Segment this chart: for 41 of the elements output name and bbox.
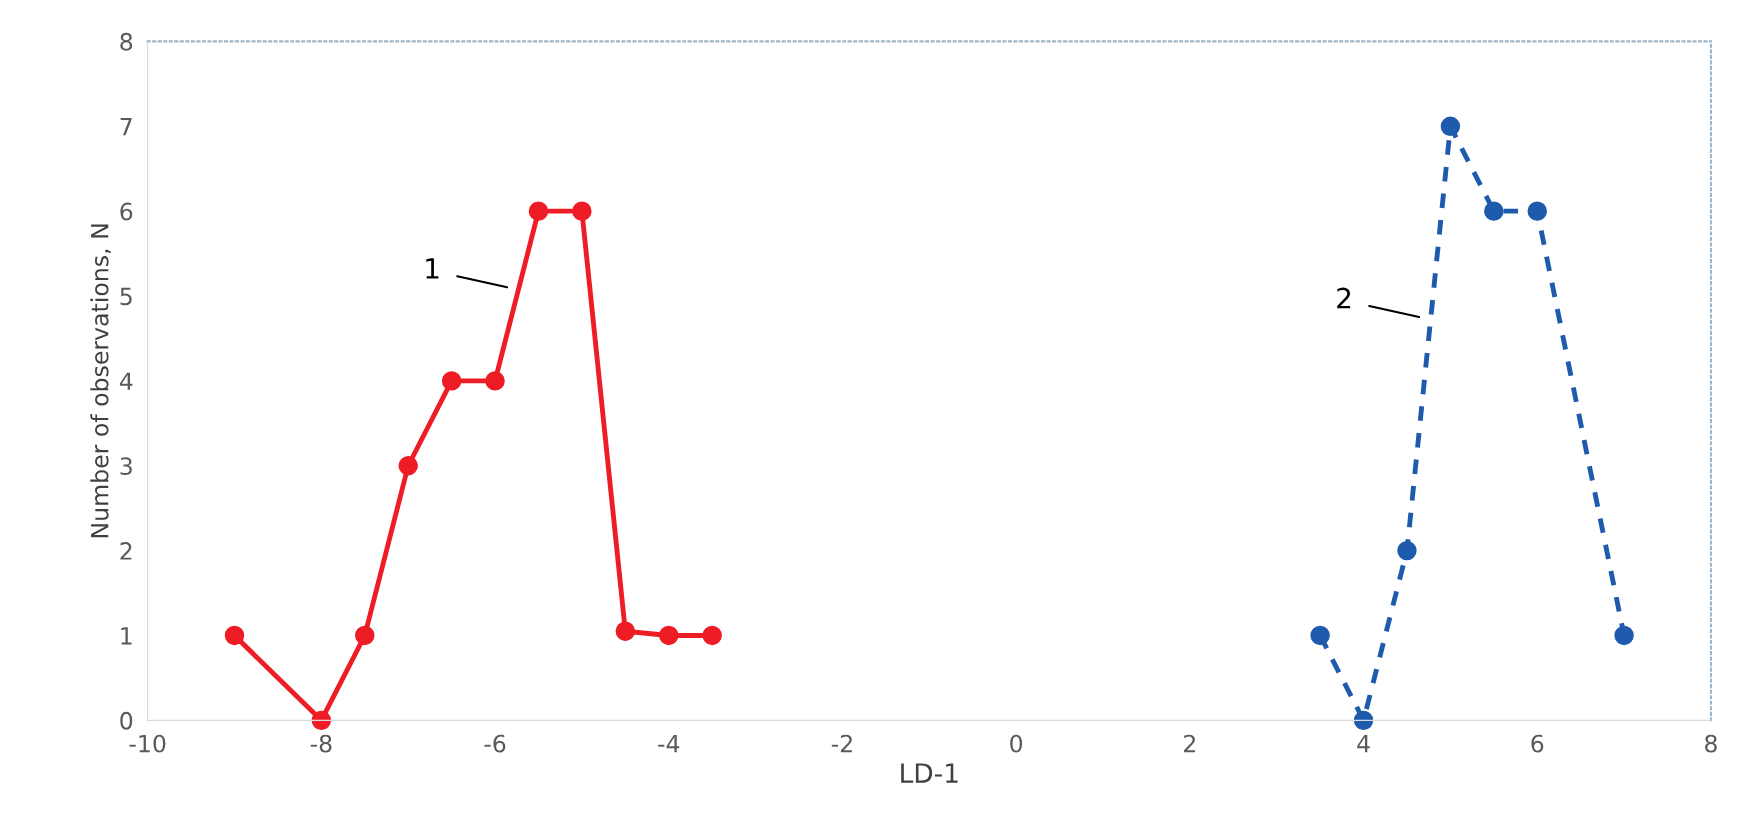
x-tick-label: 8: [1705, 734, 1717, 753]
y-tick-label: 7: [120, 118, 132, 136]
x-tick-label: 2: [1184, 734, 1195, 753]
point: [1397, 540, 1417, 561]
point: [1484, 201, 1504, 221]
y-tick-label: 3: [120, 457, 132, 476]
x-tick-label: 6: [1531, 734, 1544, 753]
point: [1527, 201, 1547, 221]
point: [485, 371, 505, 391]
point: [659, 625, 679, 646]
x-tick-label: -6: [484, 734, 506, 753]
point: [441, 371, 462, 391]
point: [702, 625, 722, 646]
text: 1: [426, 258, 439, 279]
y-tick-label: 8: [120, 32, 133, 51]
point: [311, 710, 332, 731]
y-tick-label: 2: [120, 542, 132, 560]
point: [615, 621, 636, 641]
point: [1310, 625, 1330, 646]
y-tick-label: 1: [121, 627, 132, 645]
x-tick-label: -2: [831, 734, 852, 753]
x-tick-label: -8: [310, 734, 332, 753]
point: [355, 625, 375, 646]
point: [572, 201, 592, 221]
point: [528, 201, 549, 221]
text: 2: [1337, 287, 1351, 309]
point: [1440, 116, 1461, 136]
x-tick-label: -4: [658, 734, 680, 753]
point: [224, 625, 245, 646]
point: [1353, 710, 1374, 731]
x-tick-label: -10: [129, 734, 166, 753]
x-tick-label: 4: [1357, 734, 1370, 753]
x-axis-title: LD-1: [901, 763, 958, 783]
y-tick-label: 5: [120, 287, 132, 306]
point: [1614, 625, 1634, 646]
x-tick-label: 0: [1010, 734, 1023, 753]
y-tick-label: 4: [119, 372, 133, 390]
y-tick-label: 6: [120, 202, 133, 221]
y-axis-title: Number of observations, N: [90, 224, 112, 538]
point: [398, 456, 418, 476]
y-tick-label: 0: [120, 711, 133, 730]
